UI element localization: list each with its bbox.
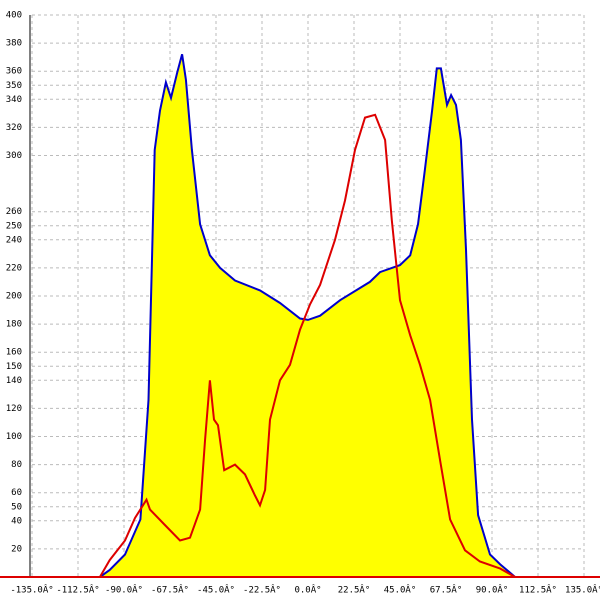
y-tick-label: 320	[6, 123, 22, 133]
x-tick-label: 90.0Â°	[476, 584, 509, 596]
y-tick-label: 360	[6, 67, 22, 77]
y-tick-label: 260	[6, 207, 22, 217]
x-tick-label: 0.0Â°	[294, 584, 321, 596]
x-tick-label: -22.5Â°	[243, 584, 281, 596]
y-tick-label: 20	[11, 544, 22, 554]
x-tick-label: -135.0Â°	[10, 584, 53, 596]
x-tick-label: 112.5Â°	[519, 584, 557, 596]
x-tick-label: -90.0Â°	[105, 584, 143, 596]
x-tick-label: -112.5Â°	[56, 584, 99, 596]
y-tick-label: 340	[6, 95, 22, 105]
y-tick-label: 400	[6, 11, 22, 21]
y-tick-label: 350	[6, 81, 22, 91]
area	[99, 54, 516, 578]
x-tick-label: 135.0Â°	[565, 584, 600, 596]
x-tick-label: 22.5Â°	[338, 584, 371, 596]
y-tick-label: 240	[6, 235, 22, 245]
y-tick-label: 80	[11, 460, 22, 470]
y-tick-label: 140	[6, 376, 22, 386]
y-tick-label: 50	[11, 502, 22, 512]
y-tick-label: 300	[6, 151, 22, 161]
line	[99, 113, 516, 578]
x-tick-label: 45.0Â°	[384, 584, 417, 596]
line	[99, 54, 516, 578]
y-tick-label: 40	[11, 516, 22, 526]
y-tick-label: 150	[6, 362, 22, 372]
y-tick-label: 200	[6, 292, 22, 302]
y-tick-label: 250	[6, 221, 22, 231]
y-tick-label: 120	[6, 404, 22, 414]
y-tick-label: 180	[6, 320, 22, 330]
x-tick-label: -45.0Â°	[197, 584, 235, 596]
x-tick-label: 67.5Â°	[430, 584, 463, 596]
y-tick-label: 100	[6, 432, 22, 442]
y-tick-label: 160	[6, 348, 22, 358]
y-tick-label: 220	[6, 263, 22, 273]
x-tick-label: -67.5Â°	[151, 584, 189, 596]
y-tick-label: 380	[6, 39, 22, 49]
y-tick-label: 60	[11, 488, 22, 498]
